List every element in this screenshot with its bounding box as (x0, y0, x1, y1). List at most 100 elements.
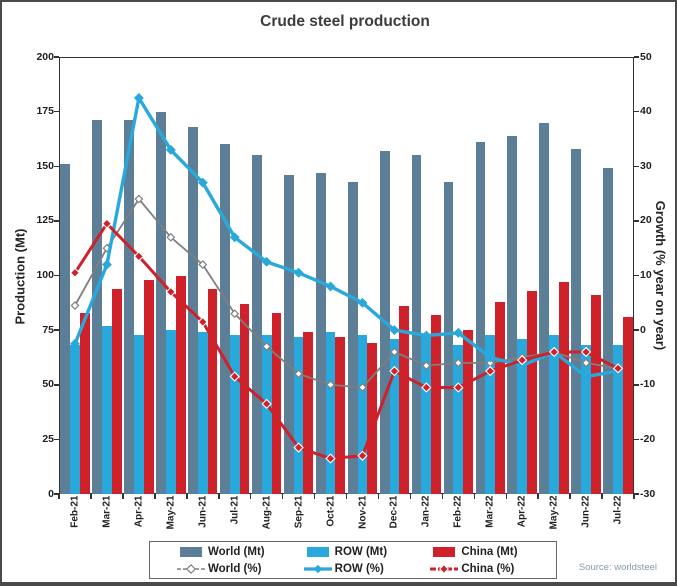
y-right-tickmark--20 (634, 438, 639, 441)
y-right-tickmark-0 (634, 329, 639, 331)
marker-china--Apr-22 (517, 354, 528, 366)
y-right-tickmark-30 (634, 165, 639, 167)
y-right-tick-label-40: 40 (640, 105, 652, 118)
y-right-tick-label-0: 0 (640, 323, 646, 336)
x-tickmark-16 (569, 494, 571, 499)
source-note: Source: worldsteel (578, 562, 657, 573)
bar-row-mt--Mar-21 (102, 325, 112, 494)
legend-label: China (Mt) (461, 545, 518, 558)
line-china- (73, 221, 619, 461)
y-left-tick-label-200: 200 (36, 50, 54, 63)
marker-row--Jun-22 (581, 371, 592, 382)
bar-swatch-icon (180, 546, 202, 557)
y-right-tick-label--30: -30 (640, 487, 656, 500)
legend-label: World (%) (208, 562, 262, 575)
bar-world-mt--Feb-21 (60, 164, 71, 494)
y-left-tick-label-100: 100 (36, 269, 54, 281)
bar-row-mt--Feb-21 (70, 345, 80, 494)
marker-china--Mar-22 (485, 365, 496, 377)
bar-china-mt--Oct-21 (335, 336, 346, 494)
marker-world--Nov-21 (358, 383, 367, 392)
y-right-tick-label--20: -20 (640, 432, 656, 445)
y-left-tickmark-100 (54, 274, 59, 277)
marker-china--Feb-21 (69, 267, 81, 278)
x-tick-label-Mar-21: Mar-21 (101, 495, 113, 528)
bar-row-mt--Feb-22 (453, 345, 464, 494)
y-right-tick-label-50: 50 (640, 50, 652, 63)
marker-row--Aug-21 (261, 256, 272, 267)
legend-label: World (Mt) (208, 545, 265, 558)
legend-label: ROW (%) (334, 562, 384, 575)
marker-china--Aug-21 (261, 398, 272, 410)
marker-row--Jul-21 (229, 232, 240, 243)
lines-layer (69, 93, 624, 464)
left-axis-title: Production (Mt) (12, 228, 28, 325)
marker-world--Jan-22 (421, 361, 431, 371)
y-right-tick-label--10: -10 (640, 378, 656, 391)
bar-row-mt--Jul-21 (229, 334, 240, 494)
marker-china--Oct-21 (325, 453, 336, 464)
bar-row-mt--Mar-22 (485, 334, 496, 494)
bar-row-mt--May-22 (549, 334, 560, 494)
x-tickmark-8 (313, 494, 316, 499)
y-left-tickmark-125 (54, 220, 59, 222)
y-left-tick-label-175: 175 (36, 105, 54, 118)
line-row- (73, 93, 619, 379)
bar-swatch-icon (306, 546, 329, 557)
legend-label: ROW (Mt) (334, 545, 388, 558)
x-tickmark-11 (409, 494, 412, 499)
marker-row--Apr-22 (517, 360, 528, 371)
marker-china--Jul-22 (612, 363, 624, 374)
y-right-tickmark-40 (634, 110, 639, 113)
marker-china--Jan-22 (421, 382, 432, 393)
marker-china--Jul-21 (229, 371, 240, 382)
marker-china--Jun-22 (580, 346, 592, 358)
bar-china-mt--May-22 (559, 282, 569, 494)
marker-china--May-21 (165, 286, 176, 298)
marker-row--Oct-21 (325, 281, 336, 292)
bar-world-mt--Jan-22 (411, 155, 422, 494)
y-right-tickmark-50 (634, 56, 639, 58)
bar-world-mt--Jun-21 (188, 126, 198, 494)
legend-item-world-mt-: World (Mt) (176, 546, 303, 558)
marker-row--Feb-22 (453, 327, 464, 338)
x-tickmark-7 (281, 494, 284, 499)
x-tickmark-13 (473, 494, 475, 499)
marker-china--Feb-22 (453, 382, 464, 393)
marker-row--Sep-21 (293, 267, 304, 278)
marker-row--Apr-21 (133, 93, 144, 103)
y-right-tickmark--30 (634, 493, 639, 495)
right-axis-title: Growth (% year on year) (653, 200, 668, 351)
y-right-tickmark-10 (634, 274, 639, 277)
bar-row-mt--Dec-21 (389, 338, 400, 494)
bar-china-mt--May-21 (175, 275, 186, 494)
x-tick-label-Mar-22: Mar-22 (484, 495, 496, 528)
x-tick-label-Apr-22: Apr-22 (516, 495, 528, 528)
y-right-tick-label-10: 10 (640, 269, 652, 281)
bar-china-mt--Jul-21 (239, 303, 250, 494)
y-right-tickmark-20 (634, 220, 639, 222)
bar-china-mt--Apr-21 (143, 279, 154, 494)
marker-row--Jun-21 (197, 177, 208, 188)
bar-world-mt--Nov-21 (347, 181, 358, 494)
y-right-tick-label-20: 20 (640, 214, 652, 227)
x-tickmark-2 (122, 494, 124, 499)
marker-row--Jan-22 (421, 330, 432, 341)
line-world- (74, 197, 619, 389)
legend-item-row-mt-: ROW (Mt) (303, 546, 430, 558)
bar-china-mt--Apr-22 (527, 290, 537, 494)
bar-world-mt--Jul-21 (219, 144, 230, 494)
bar-china-mt--Jun-21 (207, 288, 218, 494)
y-right-tick-label-30: 30 (640, 159, 652, 172)
y-left-tick-label-0: 0 (48, 487, 54, 500)
bar-china-mt--Jul-22 (622, 317, 633, 494)
marker-world--May-21 (166, 232, 176, 242)
bar-world-mt--Apr-22 (507, 135, 518, 494)
marker-world--Aug-21 (262, 342, 272, 351)
bar-world-mt--Mar-22 (475, 142, 486, 494)
y-left-tickmark-150 (54, 165, 59, 167)
marker-row--May-21 (165, 144, 176, 155)
y-left-tickmark-50 (54, 384, 59, 386)
chart-title: Crude steel production (260, 13, 430, 30)
x-tick-label-Sep-21: Sep-21 (293, 495, 305, 529)
